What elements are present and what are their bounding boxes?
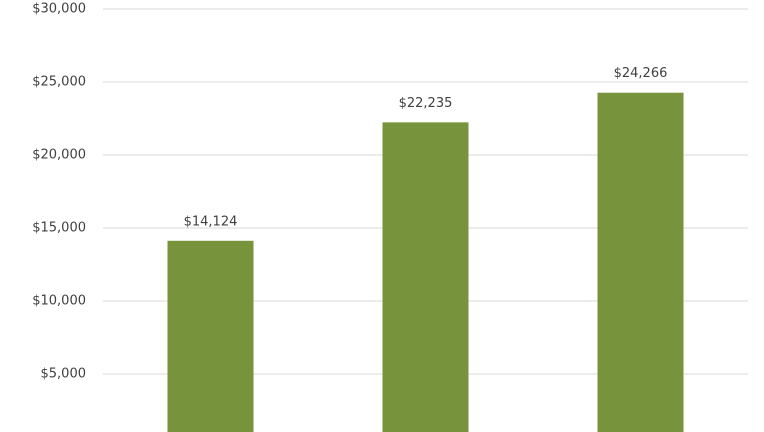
- y-tick-label: $25,000: [32, 75, 86, 90]
- bar: [597, 92, 684, 432]
- y-tick-label: $20,000: [32, 148, 86, 163]
- y-tick-label: $15,000: [32, 221, 86, 236]
- bar: [382, 122, 469, 432]
- y-tick-label: $10,000: [32, 294, 86, 309]
- data-label: $24,266: [614, 66, 668, 81]
- bar: [167, 240, 254, 432]
- data-label: $14,124: [184, 214, 238, 229]
- y-tick-label: $30,000: [32, 2, 86, 17]
- data-label: $22,235: [399, 96, 453, 111]
- y-tick-label: $5,000: [41, 367, 87, 382]
